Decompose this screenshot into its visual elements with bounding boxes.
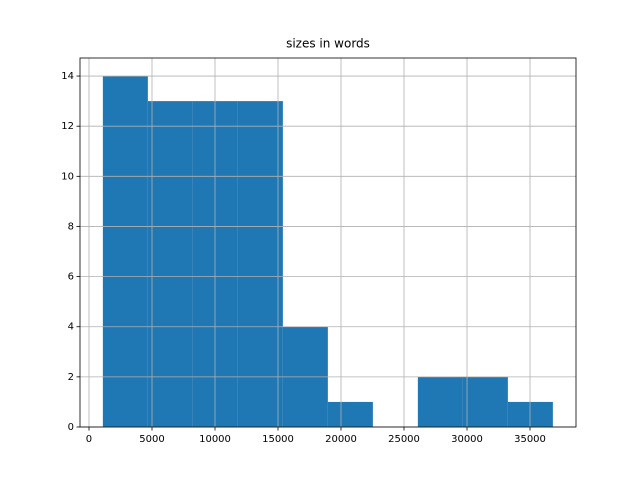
x-tick-label: 5000 xyxy=(139,434,164,445)
x-tick-label: 35000 xyxy=(514,434,546,445)
x-tick-label: 25000 xyxy=(388,434,420,445)
y-tick-label: 2 xyxy=(68,372,74,383)
bar xyxy=(237,101,283,427)
x-tick-label: 0 xyxy=(86,434,92,445)
bar xyxy=(102,76,148,427)
axes-frame xyxy=(79,57,577,428)
bar xyxy=(462,376,508,427)
x-tick-label: 15000 xyxy=(262,434,294,445)
x-tick-label: 30000 xyxy=(451,434,483,445)
x-tick-label: 10000 xyxy=(199,434,231,445)
y-tick-label: 12 xyxy=(61,121,74,132)
bar xyxy=(417,376,463,427)
x-tick-label: 20000 xyxy=(325,434,357,445)
y-tick-label: 4 xyxy=(68,322,74,333)
bar xyxy=(147,101,193,427)
chart-title: sizes in words xyxy=(286,37,370,51)
y-tick-label: 6 xyxy=(68,272,74,283)
y-tick-label: 14 xyxy=(61,71,74,82)
y-tick-label: 8 xyxy=(68,221,74,232)
y-tick-label: 10 xyxy=(61,171,74,182)
bar xyxy=(327,401,373,427)
y-tick-label: 0 xyxy=(68,422,74,433)
